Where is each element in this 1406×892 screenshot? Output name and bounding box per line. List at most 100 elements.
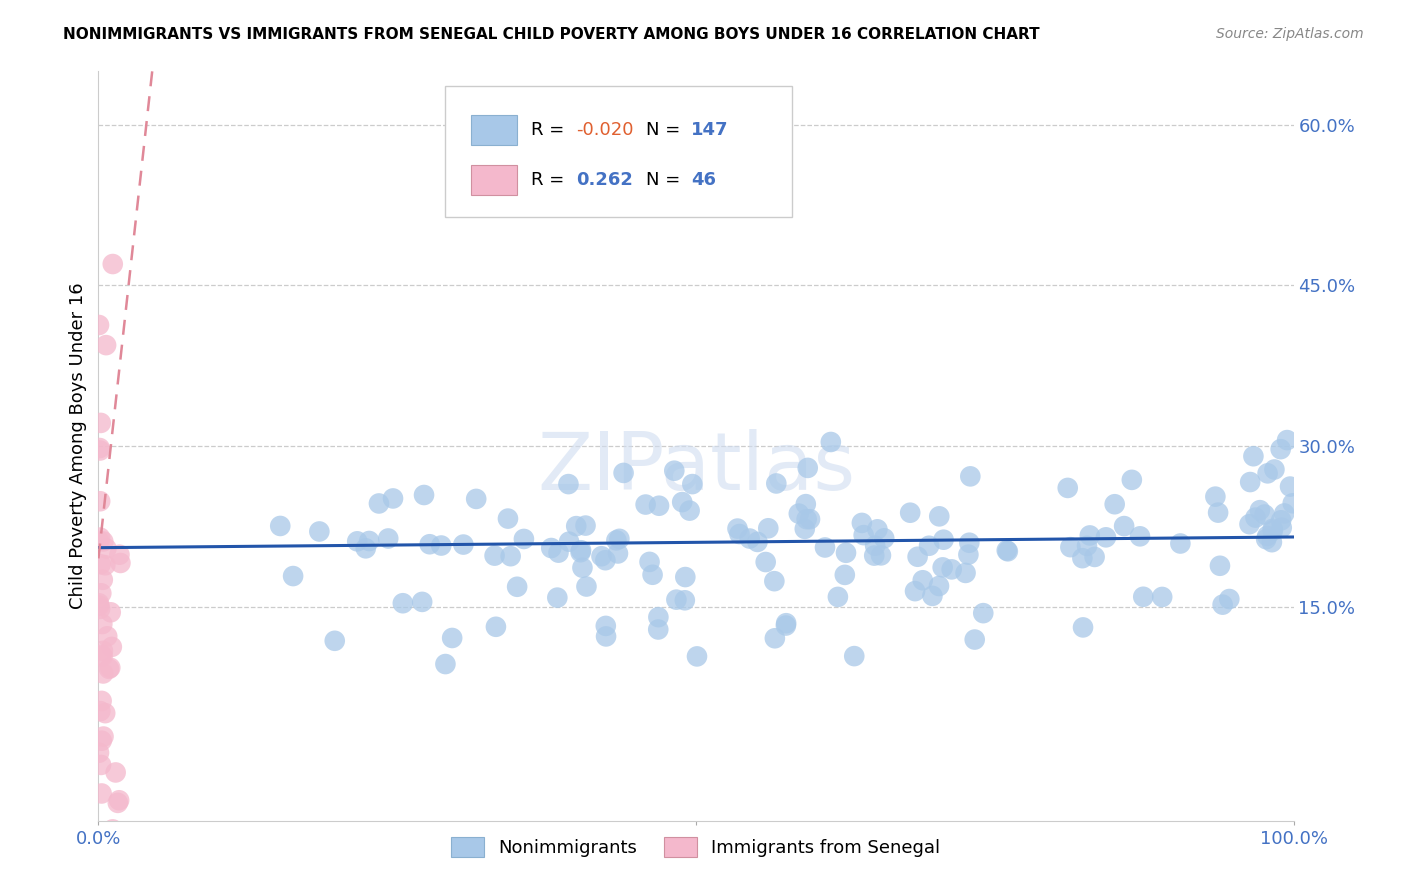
Point: [546, 591, 568, 605]
Point: [90, 416, 112, 430]
Point: [1270, 513, 1292, 527]
Point: [89, 602, 111, 616]
Point: [354, 541, 377, 556]
Point: [98, 661, 121, 675]
Point: [413, 488, 436, 502]
Point: [382, 491, 405, 506]
Point: [108, 793, 131, 807]
Point: [441, 631, 464, 645]
Point: [681, 477, 703, 491]
Point: [93, 730, 115, 744]
Point: [827, 590, 849, 604]
Point: [571, 560, 593, 574]
Point: [368, 496, 391, 510]
Point: [756, 521, 779, 535]
Point: [377, 532, 399, 546]
Point: [323, 633, 346, 648]
Point: [793, 522, 815, 536]
Point: [91, 840, 114, 855]
Point: [91, 573, 114, 587]
Point: [641, 567, 664, 582]
Point: [898, 506, 921, 520]
FancyBboxPatch shape: [446, 87, 792, 218]
Point: [1257, 467, 1279, 481]
Point: [1281, 496, 1303, 510]
Point: [664, 464, 686, 478]
Point: [796, 512, 818, 526]
Point: [411, 595, 433, 609]
Point: [91, 534, 114, 549]
Point: [101, 257, 124, 271]
Point: [1212, 598, 1234, 612]
Point: [1270, 442, 1292, 457]
Point: [346, 534, 368, 549]
Point: [673, 570, 696, 584]
Point: [1204, 490, 1226, 504]
Point: [673, 593, 696, 607]
Point: [820, 435, 842, 450]
Point: [565, 519, 588, 533]
Point: [89, 443, 111, 458]
Point: [647, 623, 669, 637]
Point: [569, 545, 592, 559]
Point: [98, 662, 121, 676]
Point: [94, 706, 117, 720]
Point: [844, 649, 866, 664]
Point: [957, 535, 980, 549]
Point: [87, 599, 110, 613]
Point: [911, 574, 934, 588]
FancyBboxPatch shape: [471, 165, 517, 195]
Point: [671, 495, 693, 509]
Point: [569, 543, 592, 558]
Point: [747, 535, 769, 549]
Point: [605, 533, 627, 548]
Point: [430, 539, 453, 553]
Point: [852, 528, 875, 542]
Point: [907, 549, 929, 564]
Point: [595, 553, 617, 567]
Point: [814, 541, 837, 555]
Point: [87, 596, 110, 610]
Point: [1084, 549, 1107, 564]
Point: [904, 584, 927, 599]
Point: [98, 826, 121, 840]
Point: [1241, 449, 1264, 463]
Point: [100, 605, 122, 619]
Text: R =: R =: [531, 171, 564, 189]
Point: [775, 616, 797, 631]
Point: [957, 548, 980, 562]
Point: [613, 466, 636, 480]
Point: [1209, 558, 1232, 573]
Point: [1244, 510, 1267, 524]
Point: [1152, 590, 1174, 604]
Point: [1275, 433, 1298, 447]
Point: [1059, 540, 1081, 554]
Point: [1272, 507, 1295, 521]
Point: [796, 461, 818, 475]
Point: [591, 549, 613, 564]
Point: [540, 541, 562, 555]
Point: [91, 644, 114, 658]
Point: [90, 758, 112, 772]
Point: [1078, 528, 1101, 542]
Point: [932, 533, 955, 547]
Point: [647, 610, 669, 624]
Point: [941, 562, 963, 576]
Point: [1239, 475, 1261, 489]
Text: 46: 46: [692, 171, 716, 189]
Point: [484, 549, 506, 563]
Point: [1271, 521, 1294, 535]
Point: [1132, 590, 1154, 604]
Point: [1206, 506, 1229, 520]
Point: [87, 318, 110, 332]
Text: Source: ZipAtlas.com: Source: ZipAtlas.com: [1216, 27, 1364, 41]
Point: [763, 574, 786, 589]
Point: [1071, 620, 1094, 634]
Point: [485, 620, 508, 634]
Point: [90, 586, 112, 600]
Point: [281, 569, 304, 583]
Point: [787, 507, 810, 521]
Point: [108, 548, 131, 562]
Point: [110, 556, 132, 570]
Point: [89, 494, 111, 508]
